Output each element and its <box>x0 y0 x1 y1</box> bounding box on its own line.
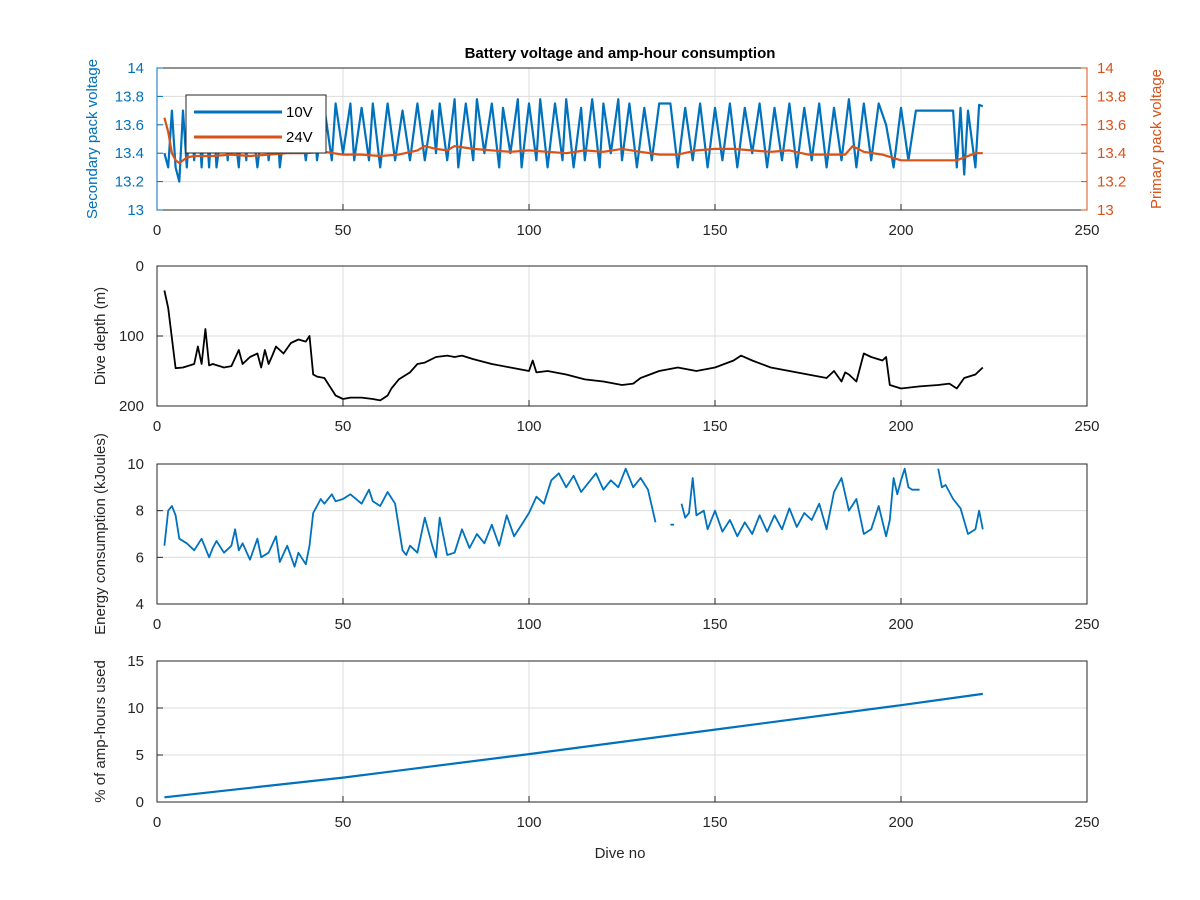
y-tick-label: 13.2 <box>115 174 144 191</box>
series-line <box>164 692 983 799</box>
y-tick-label: 4 <box>136 596 144 613</box>
right-y-tick-label: 13.8 <box>1097 88 1126 105</box>
right-y-tick-label: 13.4 <box>1097 145 1126 162</box>
x-tick-label: 250 <box>1074 814 1099 831</box>
x-tick-label: 250 <box>1074 222 1099 239</box>
right-y-axis-label: Primary pack voltage <box>1148 69 1165 209</box>
y-axis-label: Dive depth (m) <box>92 287 109 385</box>
y-tick-label: 13 <box>127 202 144 219</box>
x-tick-label: 200 <box>888 814 913 831</box>
x-tick-label: 100 <box>516 222 541 239</box>
y-tick-label: 5 <box>136 747 144 764</box>
series-line <box>163 290 984 402</box>
y-tick-label: 13.8 <box>115 88 144 105</box>
x-tick-label: 150 <box>702 814 727 831</box>
x-tick-label: 200 <box>888 418 913 435</box>
legend-entry: 24V <box>286 129 313 146</box>
y-tick-label: 8 <box>136 503 144 520</box>
y-tick-label: 200 <box>119 398 144 415</box>
series-line <box>937 468 984 535</box>
right-y-tick-label: 13.2 <box>1097 174 1126 191</box>
y-tick-label: 100 <box>119 328 144 345</box>
y-axis-label: % of amp-hours used <box>92 660 109 803</box>
x-tick-label: 50 <box>335 814 352 831</box>
y-tick-label: 13.6 <box>115 117 144 134</box>
right-y-tick-label: 14 <box>1097 60 1114 77</box>
figure-title: Battery voltage and amp-hour consumption <box>465 45 776 62</box>
y-tick-label: 13.4 <box>115 145 144 162</box>
series-line <box>163 467 657 568</box>
x-tick-label: 50 <box>335 616 352 633</box>
axes-box <box>156 463 1088 605</box>
x-tick-label: 100 <box>516 418 541 435</box>
y-tick-label: 10 <box>127 700 144 717</box>
x-axis-label: Dive no <box>595 845 646 862</box>
y-tick-label: 10 <box>127 456 144 473</box>
y-tick-label: 15 <box>127 653 144 670</box>
x-tick-label: 0 <box>153 616 161 633</box>
x-tick-label: 0 <box>153 222 161 239</box>
legend-box <box>185 94 327 154</box>
right-y-tick-label: 13 <box>1097 202 1114 219</box>
x-tick-label: 200 <box>888 616 913 633</box>
x-tick-label: 200 <box>888 222 913 239</box>
y-tick-label: 14 <box>127 60 144 77</box>
x-tick-label: 150 <box>702 418 727 435</box>
x-tick-label: 150 <box>702 616 727 633</box>
series-line-10v <box>163 98 984 183</box>
x-tick-label: 250 <box>1074 418 1099 435</box>
y-axis-label: Energy consumption (kJoules) <box>92 433 109 635</box>
y-tick-label: 6 <box>136 549 144 566</box>
x-tick-label: 0 <box>153 814 161 831</box>
legend-entry: 10V <box>286 104 313 121</box>
x-tick-label: 100 <box>516 616 541 633</box>
x-tick-label: 50 <box>335 418 352 435</box>
series-line <box>680 467 920 538</box>
axes-2: 0 50 100 150 200 250 0 100 200 Dive depth (m) <box>92 258 1100 435</box>
axes-box <box>156 660 1088 803</box>
x-tick-label: 0 <box>153 418 161 435</box>
x-tick-label: 250 <box>1074 616 1099 633</box>
right-y-tick-label: 13.6 <box>1097 117 1126 134</box>
x-tick-label: 150 <box>702 222 727 239</box>
series-line-24v <box>163 117 983 165</box>
y-tick-label: 0 <box>136 794 144 811</box>
x-tick-label: 100 <box>516 814 541 831</box>
axes-4: 0 50 100 150 200 250 0 5 10 15 % of amp-hours used… <box>92 653 1100 862</box>
axes-1: 0 50 100 150 200 250 13 13.2 13.4 13.6 13.8 14 13 13.… <box>84 59 1165 239</box>
y-axis-label: Secondary pack voltage <box>84 59 101 219</box>
axes-3: 0 50 100 150 200 250 4 6 8 10 Energy consumption (… <box>92 433 1100 635</box>
x-tick-label: 50 <box>335 222 352 239</box>
y-tick-label: 0 <box>136 258 144 275</box>
